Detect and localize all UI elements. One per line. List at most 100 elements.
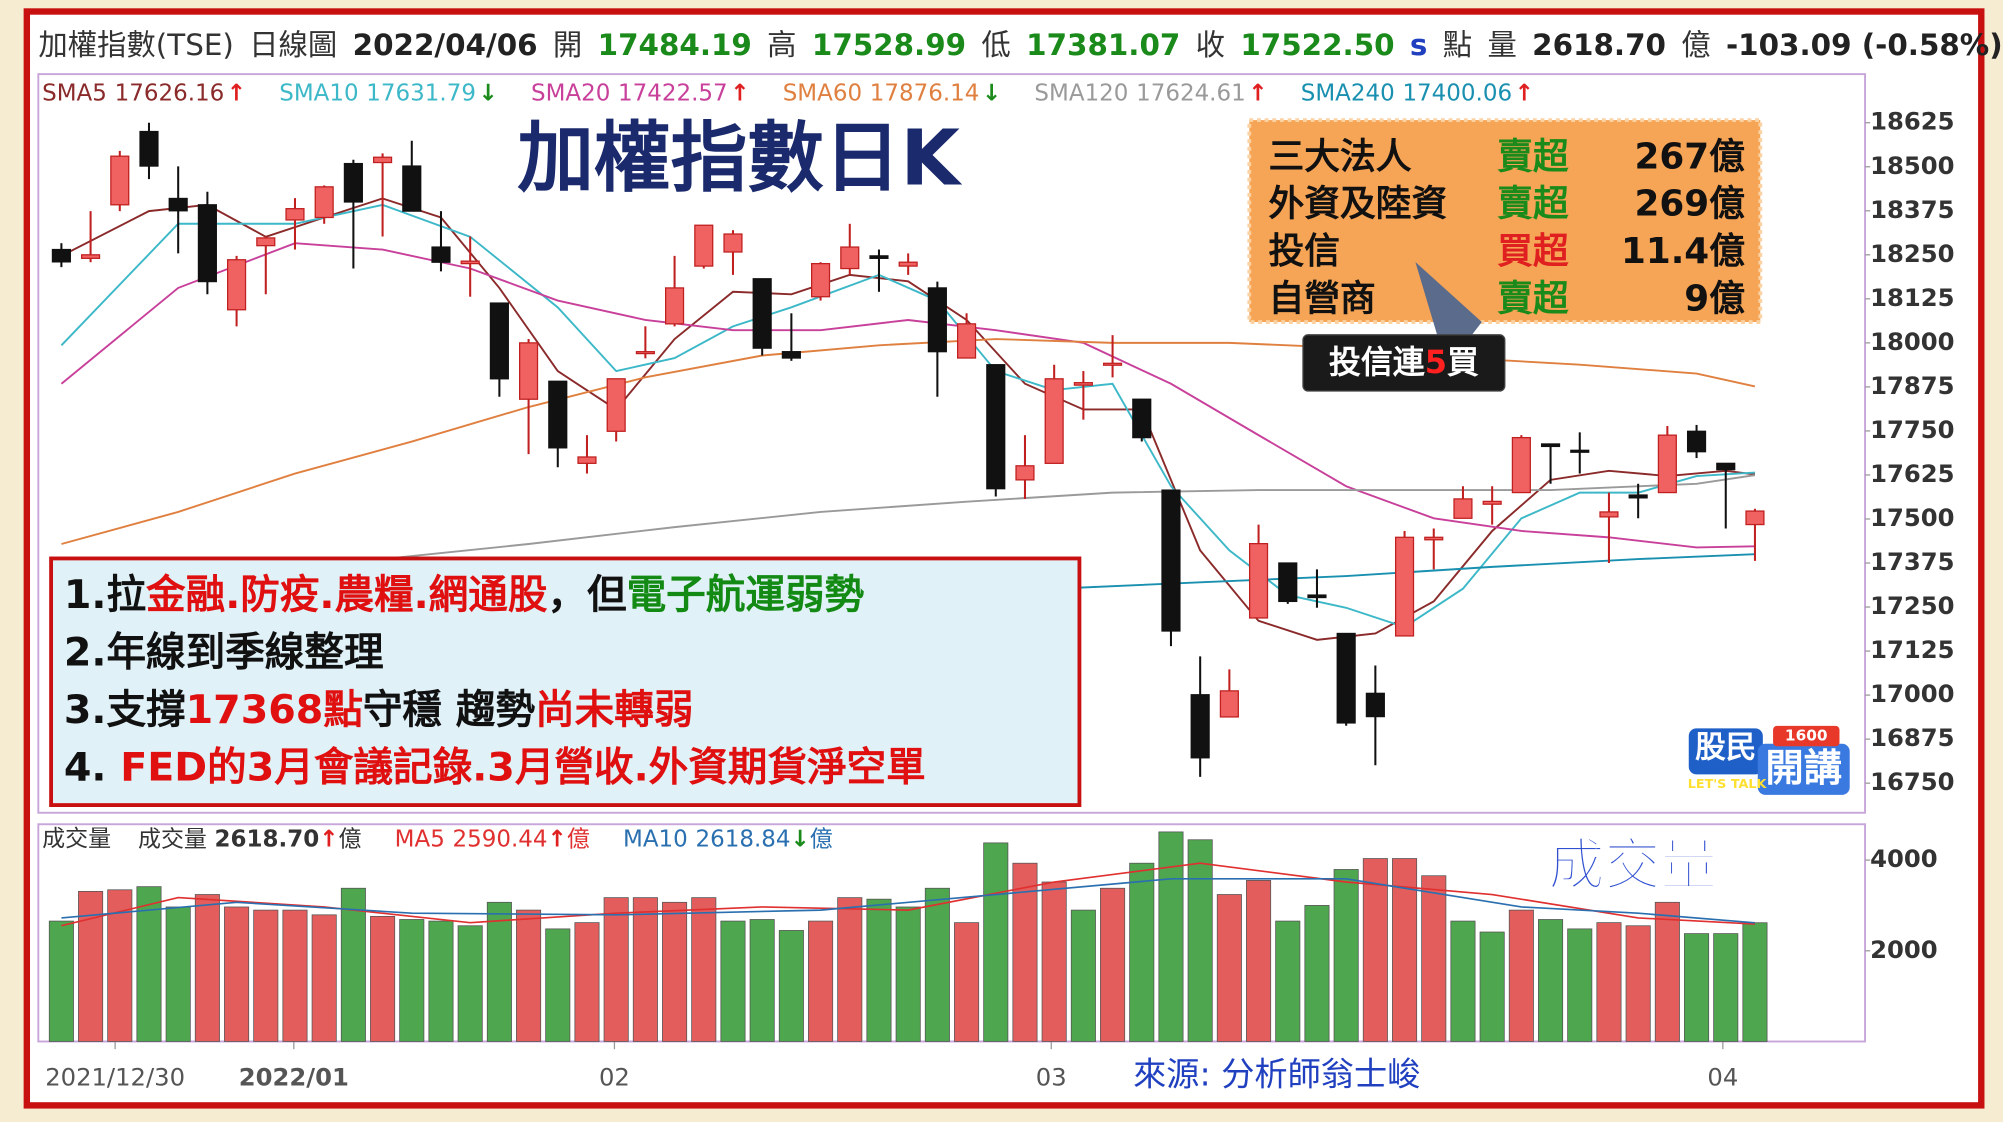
volume-bar: [954, 922, 980, 1042]
ma-legend: SMA5 17626.16 ↑ SMA10 17631.79 ↓ SMA20 17422.57…: [42, 80, 1534, 106]
y-tick-label: 17875: [1870, 371, 1954, 400]
header-item: 量: [1487, 28, 1516, 62]
volume-bar: [1100, 887, 1126, 1042]
volume-bar: [1333, 869, 1359, 1042]
ma-line: [60, 242, 1755, 549]
candle-body: [664, 287, 685, 325]
candle-body: [314, 186, 334, 219]
x-tick-label: 2021/12/30: [45, 1063, 185, 1092]
volume-title: 成交量: [1548, 834, 1717, 899]
volume-bar: [603, 897, 629, 1042]
volume-bar: [545, 928, 571, 1042]
legend-value: 17631.79: [366, 80, 476, 106]
y-tick-label: 18125: [1870, 283, 1954, 312]
legend-name: SMA60: [783, 80, 862, 106]
header-item: 收: [1196, 28, 1225, 62]
volume-bar: [224, 906, 250, 1042]
header-item: 日線圖: [249, 28, 337, 62]
volume-bar: [866, 898, 892, 1042]
y-tick-label: 18500: [1870, 151, 1954, 180]
candle-body: [606, 378, 626, 432]
candle-body: [1161, 489, 1181, 632]
volume-bar: [1742, 922, 1768, 1042]
legend-value: 2618.84: [695, 826, 790, 852]
legend-arrow: ↑: [1515, 80, 1534, 106]
volume-bar: [136, 886, 162, 1042]
legend-arrow: ↑: [1248, 80, 1267, 106]
candle-body: [1570, 449, 1590, 453]
candle-body: [110, 155, 130, 206]
notes-box: [49, 556, 1082, 807]
volume-bar: [1508, 909, 1534, 1042]
candle-body: [168, 197, 188, 212]
y-tick-label: 17500: [1870, 503, 1954, 532]
candle-body: [1453, 498, 1473, 519]
header-item: 2618.70: [1532, 28, 1666, 62]
legend-name: SMA5: [42, 80, 107, 106]
candle-body: [1278, 562, 1298, 603]
volume-bar: [1684, 933, 1710, 1042]
volume-bar: [1450, 920, 1476, 1042]
note-part: 守穩 趨勢: [363, 686, 536, 732]
candle-body: [781, 351, 801, 359]
logo-number: 1600: [1785, 727, 1828, 745]
candle-body: [810, 262, 831, 298]
volume-bar: [1304, 905, 1330, 1042]
legend-name: SMA10: [279, 80, 358, 106]
header-item: 17484.19: [598, 28, 752, 62]
candle-body: [723, 233, 743, 253]
legend-name: SMA20: [531, 80, 610, 106]
volume-bar: [778, 930, 804, 1042]
volume-bar: [1187, 839, 1213, 1042]
y-tick-label: 16875: [1870, 723, 1954, 752]
note-part: 尚未轉弱: [535, 686, 693, 732]
legend-arrow: ↑: [319, 826, 338, 852]
volume-bar: [486, 901, 512, 1042]
volume-legend: 成交量 2618.70↑億 MA5 2590.44↑億 MA10 2618.84↓億: [138, 826, 833, 852]
volume-bar: [340, 887, 366, 1042]
header-item: -103.09 (-0.58%): [1726, 28, 2003, 62]
header-item: 加權指數(TSE): [38, 28, 234, 62]
volume-bar: [720, 920, 746, 1042]
legend-value: 17400.06: [1402, 80, 1512, 106]
candle-body: [402, 165, 422, 212]
legend-name: MA5: [395, 826, 445, 852]
legend-value: 17876.14: [870, 80, 980, 106]
volume-bar: [1129, 862, 1155, 1042]
volume-bar: [1596, 922, 1622, 1042]
y-tick-label: 18625: [1870, 107, 1954, 136]
volume-bar: [895, 906, 921, 1042]
candle-body: [694, 224, 714, 267]
volume-bar: [165, 906, 191, 1042]
y-tick-label: 17000: [1870, 679, 1954, 708]
legend-unit: 億: [567, 826, 590, 852]
legend-arrow: ↑: [730, 80, 749, 106]
volume-bar: [457, 925, 483, 1042]
y-tick-label: 18000: [1870, 327, 1954, 356]
inst-action: 賣超: [1497, 184, 1569, 225]
volume-bar: [1070, 909, 1096, 1042]
callout-box: [1302, 334, 1506, 392]
candle-body: [1132, 398, 1152, 439]
callout-part: 5: [1425, 343, 1447, 381]
volume-bar: [1362, 858, 1388, 1042]
institutional-box: [1247, 118, 1763, 324]
legend-name: 成交量: [138, 826, 207, 852]
volume-bar: [983, 842, 1009, 1042]
note-part: 1.拉: [64, 571, 146, 617]
volume-bar: [1538, 919, 1564, 1042]
x-tick-label: 04: [1707, 1063, 1738, 1092]
volume-bar: [1216, 894, 1242, 1042]
header-item: 2022/04/06: [353, 28, 538, 62]
candle-body: [197, 204, 217, 283]
candle-body: [51, 248, 71, 263]
note-part: FED的3月會議記錄.3月營收.外資期貨淨空單: [120, 744, 925, 790]
logo-sub: LET'S TALK: [1688, 777, 1768, 792]
legend-arrow: ↑: [548, 826, 567, 852]
candle-body: [81, 254, 101, 259]
volume-ma-line: [61, 877, 1755, 924]
candle-body: [1015, 465, 1035, 481]
legend-unit: 億: [338, 826, 361, 852]
legend-arrow: ↓: [791, 826, 810, 852]
